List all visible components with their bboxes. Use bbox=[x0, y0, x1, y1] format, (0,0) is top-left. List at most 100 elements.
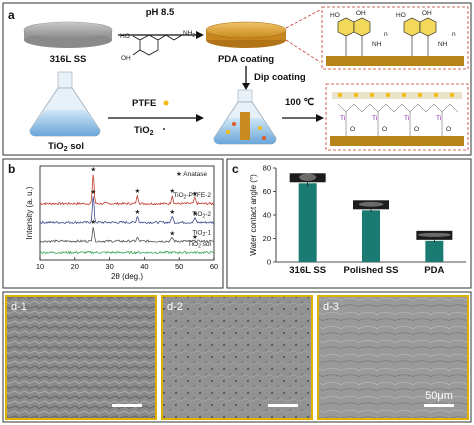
pda-nh-left: NH bbox=[372, 41, 382, 48]
bar-ytick-label: 40 bbox=[263, 211, 271, 220]
dopamine-ho: HO bbox=[120, 33, 130, 40]
coating-flask-icon bbox=[213, 89, 277, 145]
anatase-star-icon: ★ bbox=[135, 187, 141, 195]
anatase-star-icon: ★ bbox=[90, 166, 96, 174]
pda-substrate bbox=[326, 56, 464, 66]
panel-b: b 10 20 30 40 50 60 2θ (deg.) Intensity (a. u.)… bbox=[2, 158, 224, 289]
pda-n-left: n bbox=[384, 31, 388, 38]
ti-label-4: Ti bbox=[436, 115, 441, 122]
bar-ytick-label: 20 bbox=[263, 234, 271, 243]
contact-angle-bar bbox=[298, 183, 317, 262]
ti-o-network-icon bbox=[337, 103, 459, 136]
dip-label: Dip coating bbox=[254, 72, 306, 83]
dopamine-oh: OH bbox=[121, 55, 131, 62]
anatase-star-icon: ★ bbox=[135, 208, 141, 216]
ptfe-layer-icon bbox=[332, 92, 462, 99]
scale-bar-2 bbox=[268, 404, 298, 407]
tio2-sol-label: TiO2 sol bbox=[48, 141, 84, 153]
xrd-series-line bbox=[39, 196, 215, 225]
o-label-1: O bbox=[350, 126, 355, 133]
pda-nh-right: NH bbox=[438, 41, 448, 48]
panel-d-frame bbox=[2, 291, 472, 423]
xrd-ylabel: Intensity (a. u.) bbox=[25, 186, 34, 239]
tio2-sol-flask-icon bbox=[29, 71, 101, 137]
xrd-xtick-label: 50 bbox=[175, 262, 183, 271]
bar-ylabel: Water contact angle (°) bbox=[249, 174, 258, 256]
anatase-star-icon: ★ bbox=[90, 188, 96, 196]
panel-d: d-1 d-2 d-3 50μm bbox=[2, 291, 472, 423]
tio2-label: TiO2 bbox=[134, 125, 154, 137]
bar-category-label: PDA bbox=[424, 265, 444, 276]
temp-label: 100 ℃ bbox=[285, 97, 314, 108]
sem-image-1 bbox=[5, 295, 157, 420]
bar-category-label: 316L SS bbox=[289, 265, 326, 276]
zoom-line-top bbox=[285, 9, 321, 29]
xrd-xlabel: 2θ (deg.) bbox=[111, 272, 143, 281]
anatase-star-icon: ★ bbox=[169, 208, 175, 216]
panel-a-letter: a bbox=[8, 8, 15, 22]
scale-bar-3 bbox=[424, 404, 454, 407]
sem-image-3 bbox=[317, 295, 469, 420]
anatase-star-icon: ★ bbox=[90, 218, 96, 226]
arrow-2-head-icon bbox=[196, 114, 204, 122]
arrow-head-icon bbox=[196, 31, 204, 39]
xrd-series-line bbox=[39, 250, 215, 255]
panel-a-frame bbox=[2, 2, 472, 156]
zoom-line-bottom bbox=[285, 39, 321, 63]
final-substrate bbox=[330, 136, 464, 146]
xrd-series-line bbox=[39, 174, 214, 206]
xrd-series-label: TiO2-2 bbox=[192, 211, 211, 220]
anatase-star-icon: ★ bbox=[192, 190, 198, 198]
anatase-star-icon: ★ bbox=[169, 229, 175, 237]
sem-label-1: d-1 bbox=[11, 301, 27, 313]
panel-a: a 316L SS pH 8.5 NH2 HO OH bbox=[2, 2, 472, 156]
dopamine-structure-icon bbox=[132, 34, 183, 56]
panel-b-letter: b bbox=[8, 162, 15, 176]
ti-label-1: Ti bbox=[340, 115, 345, 122]
droplet-icon bbox=[299, 173, 317, 181]
pda-ho-left: HO bbox=[330, 12, 340, 19]
pda-ho-right: HO bbox=[396, 12, 406, 19]
o-label-2: O bbox=[382, 126, 387, 133]
xrd-xtick-label: 20 bbox=[71, 262, 79, 271]
panel-c-frame bbox=[226, 158, 472, 289]
droplet-icon bbox=[358, 201, 384, 207]
panel-c: c 0 20 40 60 80 Water contact angle (°) 316L S… bbox=[226, 158, 472, 289]
o-label-3: O bbox=[414, 126, 419, 133]
scale-bar-label: 50μm bbox=[425, 390, 453, 402]
panel-c-letter: c bbox=[232, 162, 239, 176]
pda-oh-left: OH bbox=[356, 10, 366, 17]
pda-oh-right: OH bbox=[422, 10, 432, 17]
tio2-dot-icon bbox=[163, 128, 165, 130]
dip-arrow-head-icon bbox=[242, 83, 250, 90]
xrd-xtick-label: 40 bbox=[140, 262, 148, 271]
ph-label: pH 8.5 bbox=[146, 7, 175, 18]
xrd-xtick-label: 10 bbox=[36, 262, 44, 271]
xrd-xtick-label: 60 bbox=[210, 262, 218, 271]
xrd-plot: 10 20 30 40 50 60 2θ (deg.) Intensity (a. u.) Ti… bbox=[25, 166, 218, 281]
ti-label-2: Ti bbox=[372, 115, 377, 122]
xrd-series-label: TiO2-PTFE-2 bbox=[173, 192, 211, 201]
ti-label-3: Ti bbox=[404, 115, 409, 122]
arrow-3-head-icon bbox=[316, 114, 324, 122]
droplet-icon bbox=[417, 232, 452, 237]
scale-bar-1 bbox=[112, 404, 142, 407]
xrd-series-line bbox=[39, 227, 215, 244]
bar-ytick-label: 60 bbox=[263, 187, 271, 196]
ptfe-dot-icon bbox=[163, 100, 169, 106]
xrd-series-label: TiO2-1 bbox=[192, 230, 211, 239]
anatase-star-icon: ★ bbox=[192, 210, 198, 218]
xrd-axes-frame bbox=[39, 165, 215, 261]
anatase-star-icon: ★ bbox=[192, 233, 198, 241]
bar-ytick-label: 0 bbox=[267, 258, 271, 267]
anatase-star-icon: ★ bbox=[169, 187, 175, 195]
pda-label: PDA coating bbox=[218, 54, 274, 65]
sem-image-2 bbox=[161, 295, 313, 420]
steel-disk-icon bbox=[23, 21, 113, 48]
pda-n-right: n bbox=[452, 31, 456, 38]
bar-category-label: Polished SS bbox=[344, 265, 399, 276]
ptfe-label: PTFE bbox=[132, 98, 156, 109]
contact-angle-plot: 0 20 40 60 80 Water contact angle (°) 316L SS P… bbox=[249, 164, 466, 276]
bar-ytick-label: 80 bbox=[263, 164, 271, 173]
